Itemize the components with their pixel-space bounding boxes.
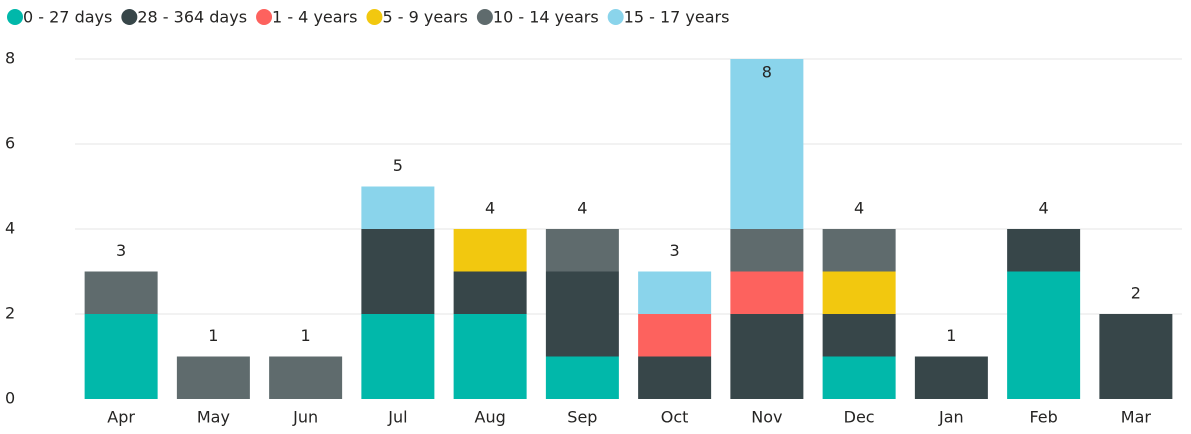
bar-segment bbox=[361, 314, 435, 399]
total-label: 4 bbox=[854, 199, 864, 218]
x-tick-label: Mar bbox=[1121, 408, 1152, 427]
bar-segment bbox=[545, 271, 619, 357]
bar-segment bbox=[545, 229, 619, 272]
total-label: 2 bbox=[1131, 284, 1141, 303]
total-label: 4 bbox=[1039, 199, 1049, 218]
legend-marker bbox=[607, 9, 624, 25]
total-label: 4 bbox=[485, 199, 495, 218]
bar-segment bbox=[84, 271, 158, 314]
x-tick-label: Jun bbox=[292, 408, 318, 427]
total-label: 1 bbox=[301, 326, 311, 345]
y-tick-label: 0 bbox=[5, 389, 15, 408]
legend-marker bbox=[7, 9, 23, 25]
legend-label: 0 - 27 days bbox=[23, 8, 112, 27]
x-tick-label: Jul bbox=[387, 408, 407, 427]
bar-segment bbox=[638, 314, 712, 357]
bar-segment bbox=[730, 314, 804, 399]
y-tick-label: 8 bbox=[5, 49, 15, 68]
total-label: 8 bbox=[762, 63, 772, 82]
bar-segment bbox=[914, 356, 988, 399]
bar-segment bbox=[545, 356, 619, 399]
bar-segment bbox=[269, 356, 343, 399]
total-label: 4 bbox=[577, 199, 587, 218]
bar-segment bbox=[822, 314, 896, 357]
bar-segment bbox=[822, 229, 896, 272]
x-tick-label: Dec bbox=[844, 408, 875, 427]
bar-segment bbox=[1007, 229, 1081, 272]
bar-segment bbox=[822, 356, 896, 399]
legend-marker bbox=[476, 9, 493, 25]
bar-segment bbox=[822, 271, 896, 314]
x-tick-label: Nov bbox=[751, 408, 782, 427]
bar-segment bbox=[638, 356, 712, 399]
y-tick-label: 6 bbox=[5, 134, 15, 153]
x-tick-label: Oct bbox=[661, 408, 689, 427]
bar-segment bbox=[1099, 314, 1173, 399]
legend-marker bbox=[366, 9, 383, 25]
legend-label: 1 - 4 years bbox=[272, 8, 357, 27]
y-tick-label: 4 bbox=[5, 219, 15, 238]
x-tick-label: May bbox=[197, 408, 230, 427]
legend-marker bbox=[256, 9, 273, 25]
total-label: 5 bbox=[393, 156, 403, 175]
x-tick-label: Aug bbox=[475, 408, 506, 427]
bar-segment bbox=[453, 271, 527, 314]
bar-segment bbox=[730, 271, 804, 314]
x-tick-label: Feb bbox=[1029, 408, 1057, 427]
legend-marker bbox=[121, 9, 138, 25]
bar-segment bbox=[730, 229, 804, 272]
y-tick-label: 2 bbox=[5, 304, 15, 323]
legend-label: 15 - 17 years bbox=[624, 8, 730, 27]
legend-label: 10 - 14 years bbox=[493, 8, 599, 27]
bar-segment bbox=[1007, 271, 1081, 399]
x-tick-label: Apr bbox=[107, 408, 135, 427]
bar-segment bbox=[361, 229, 435, 314]
bar-segment bbox=[453, 314, 527, 399]
bar-segment bbox=[361, 186, 435, 229]
x-tick-label: Jan bbox=[938, 408, 964, 427]
bar-segment bbox=[176, 356, 250, 399]
total-label: 1 bbox=[946, 326, 956, 345]
total-label: 3 bbox=[670, 241, 680, 260]
bar-segment bbox=[730, 59, 804, 229]
bar-segment bbox=[453, 229, 527, 272]
legend-label: 28 - 364 days bbox=[137, 8, 247, 27]
x-tick-label: Sep bbox=[567, 408, 597, 427]
bar-segment bbox=[638, 271, 712, 314]
total-label: 3 bbox=[116, 241, 126, 260]
total-label: 1 bbox=[208, 326, 218, 345]
legend-label: 5 - 9 years bbox=[382, 8, 467, 27]
bar-segment bbox=[84, 314, 158, 399]
